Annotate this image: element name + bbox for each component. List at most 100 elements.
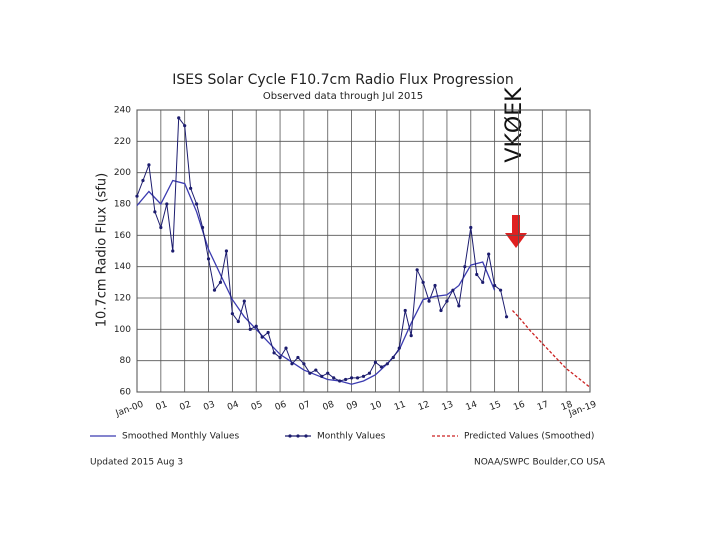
data-point [397,346,401,350]
x-tick-label: 16 [512,400,526,413]
chart-subtitle: Observed data through Jul 2015 [263,91,423,102]
data-point [433,283,437,288]
data-point [326,371,330,375]
y-tick-label: 140 [114,262,131,272]
data-point [344,377,348,382]
footer-left: Updated 2015 Aug 3 [90,458,183,468]
data-point [272,351,276,355]
arrow-head [505,233,527,248]
data-point [230,312,234,316]
x-tick-label: 07 [298,400,312,413]
x-tick-label: Jan-00 [114,400,145,420]
data-point [498,288,503,292]
data-point [367,371,372,375]
data-point [147,163,151,167]
data-point [266,330,270,335]
data-point [504,315,509,319]
y-axis-label: 10.7cm Radio Flux (sfu) [95,173,110,327]
x-tick-label: 17 [536,400,550,413]
data-point [242,299,246,303]
data-point [415,268,419,272]
data-point [260,335,264,339]
data-point [338,379,342,383]
data-point [284,346,288,350]
data-point [475,272,479,277]
data-point [183,124,187,128]
data-point [308,371,312,375]
data-point [361,374,366,378]
data-point [391,355,395,360]
chart-title: ISES Solar Cycle F10.7cm Radio Flux Prog… [172,72,513,88]
data-point [224,249,229,253]
y-tick-label: 180 [114,200,131,210]
data-point [200,225,205,230]
data-point [189,186,193,190]
x-tick-label: 03 [202,400,216,413]
data-point [218,280,223,284]
data-point [481,280,485,284]
y-tick-label: 220 [114,137,131,147]
y-tick-label: 120 [114,294,131,304]
annotation: VKØEK [502,87,527,163]
data-point [153,210,157,214]
x-tick-label: 02 [178,400,192,413]
data-point [195,202,199,206]
data-point [290,362,294,366]
x-tick-label: 08 [321,400,335,413]
data-point [141,178,145,183]
x-tick-label: 18 [560,400,574,413]
x-tick-label: 04 [226,400,240,413]
legend-label: Smoothed Monthly Values [122,432,239,442]
x-tick-label: 11 [393,400,407,413]
data-point [248,327,252,331]
legend-marker [296,434,300,438]
series-line [136,179,496,385]
data-point [314,368,318,372]
y-tick-label: 160 [114,231,131,241]
data-point [427,299,431,303]
data-point [445,299,449,303]
data-point [171,249,175,253]
data-point [177,116,181,120]
y-tick-label: 100 [114,325,131,335]
data-point [254,324,258,328]
data-point [373,360,378,364]
data-point [159,225,163,230]
data-point [165,202,169,206]
y-tick-label: 200 [114,168,131,178]
data-point [332,376,336,380]
legend-marker [288,434,292,438]
x-tick-label: 06 [274,400,288,413]
x-tick-label: 13 [441,400,455,413]
y-tick-label: 240 [114,106,131,116]
data-point [385,362,389,366]
data-point [206,257,211,261]
legend-marker [304,434,308,438]
data-point [278,355,282,360]
footer-right: NOAA/SWPC Boulder,CO USA [474,458,606,468]
legend-label: Monthly Values [317,432,386,442]
data-point [355,376,360,380]
x-tick-label: 14 [464,400,478,413]
data-point [463,265,467,269]
y-tick-label: 80 [120,356,132,366]
data-point [212,288,217,292]
data-point [349,376,354,380]
data-point [487,252,491,256]
annotation-arrow [505,215,527,248]
data-point [451,288,455,292]
data-point [403,308,407,313]
y-tick-label: 60 [120,388,132,398]
arrow-shaft [512,215,520,235]
data-point [493,283,497,288]
x-tick-label: 05 [250,400,264,413]
data-point [236,319,240,324]
x-tick-label: 12 [417,400,431,413]
data-point [320,374,324,378]
data-point [421,280,425,284]
data-point [379,365,383,369]
data-point [469,225,473,230]
series-line [136,116,508,382]
data-point [296,355,300,360]
